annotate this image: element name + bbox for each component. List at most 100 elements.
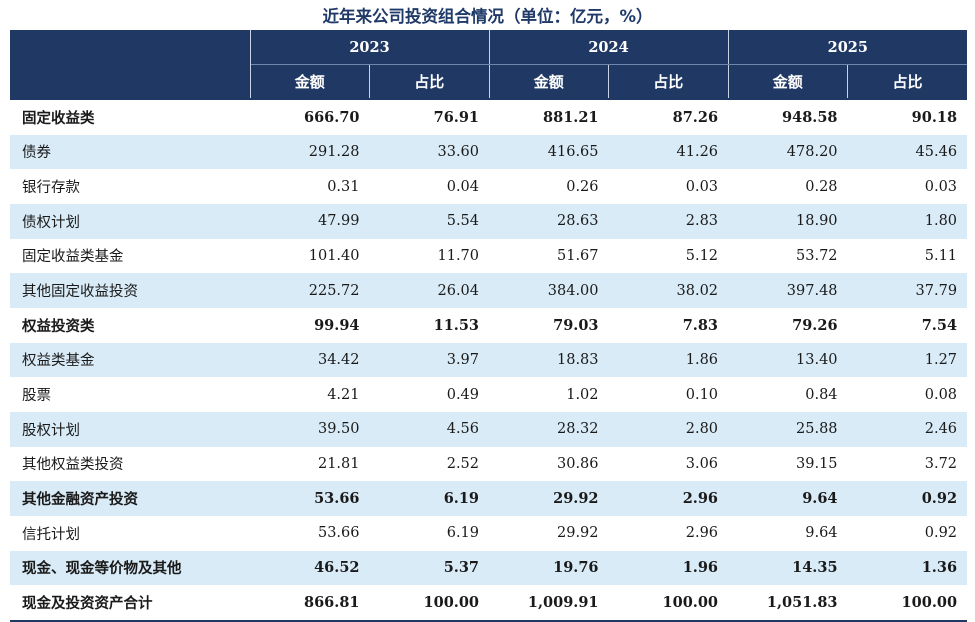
table-row: 现金及投资资产合计 866.81 100.00 1,009.91 100.00 1,051… [10,585,968,622]
amount-header: 金额 [250,64,370,99]
ratio-cell: 41.26 [608,134,729,170]
amount-cell: 21.81 [317,455,360,472]
amount-cell: 18.83 [489,342,609,378]
ratio-cell: 100.00 [369,585,490,622]
table-body: 固定收益类 666.70 76.91 881.21 87.26 948.58 90.18 债券… [10,98,968,622]
row-label: 现金及投资资产合计 [10,585,250,622]
amount-cell: 397.48 [728,273,848,308]
amount-cell: 99.94 [314,316,360,334]
row-label: 信托计划 [22,526,80,543]
table-row: 其他权益类投资 21.81 2.52 30.86 3.06 39.15 3.72 [10,447,967,482]
row-label: 债券 [10,134,250,170]
ratio-cell: 100.00 [608,585,729,622]
amount-cell: 79.26 [792,316,838,334]
row-label: 固定收益类基金 [22,249,124,266]
table-row: 其他固定收益投资 225.72 26.04 384.00 38.02 397.48 37.7… [10,273,968,308]
ratio-cell: 5.11 [924,247,958,264]
amount-cell: 9.64 [805,525,838,542]
ratio-cell: 11.53 [433,316,480,334]
amount-cell: 384.00 [489,273,609,308]
ratio-cell: 26.04 [369,273,490,308]
amount-cell: 416.65 [489,134,609,170]
table-row: 其他金融资产投资 53.66 6.19 29.92 2.96 9.64 0.92 [10,481,968,516]
ratio-cell: 37.79 [847,273,968,308]
amount-cell: 18.90 [728,203,848,239]
amount-cell: 1,051.83 [728,585,848,622]
ratio-cell: 33.60 [369,134,490,170]
row-label: 其他固定收益投资 [10,273,250,308]
row-label: 银行存款 [22,180,80,197]
year-header-2023: 2023 [249,30,490,65]
table-row: 债券 291.28 33.60 416.65 41.26 478.20 45.46 [10,134,968,170]
amount-cell: 666.70 [250,98,370,135]
amount-cell: 39.50 [250,411,370,447]
amount-cell: 79.03 [553,316,599,334]
ratio-cell: 5.54 [369,203,490,239]
year-header-2024: 2024 [488,30,729,65]
ratio-cell: 0.49 [446,386,480,403]
amount-cell: 291.28 [250,134,370,170]
amount-header: 金额 [727,64,848,99]
amount-cell: 30.86 [557,455,599,472]
ratio-cell: 87.26 [608,98,729,135]
row-label: 现金、现金等价物及其他 [10,550,250,586]
amount-cell: 1.02 [566,386,599,403]
ratio-cell: 2.80 [608,411,729,447]
amount-cell: 29.92 [557,525,599,542]
amount-cell: 0.31 [327,178,360,195]
table-row: 信托计划 53.66 6.19 29.92 2.96 9.64 0.92 [10,516,967,551]
table-row: 固定收益类基金 101.40 11.70 51.67 5.12 53.72 5.11 [10,239,967,274]
ratio-cell: 1.96 [608,550,729,586]
ratio-cell: 2.83 [608,203,729,239]
amount-cell: 4.21 [327,386,360,403]
amount-cell: 225.72 [250,273,370,308]
table-row: 现金、现金等价物及其他 46.52 5.37 19.76 1.96 14.35 1.36 [10,550,968,586]
ratio-cell: 2.96 [608,481,729,516]
row-label: 债权计划 [10,203,250,239]
amount-cell: 0.28 [805,178,838,195]
amount-cell: 0.84 [805,386,838,403]
ratio-cell: 3.72 [924,455,958,472]
ratio-header: 占比 [369,64,490,99]
table-row: 债权计划 47.99 5.54 28.63 2.83 18.90 1.80 [10,203,968,239]
ratio-cell: 0.92 [847,481,968,516]
amount-cell: 34.42 [250,342,370,378]
ratio-cell: 11.70 [437,247,480,264]
ratio-cell: 5.37 [369,550,490,586]
amount-cell: 1,009.91 [489,585,609,622]
ratio-cell: 7.54 [921,316,958,334]
amount-cell: 101.40 [308,247,360,264]
amount-cell: 53.72 [796,247,838,264]
amount-cell: 28.63 [489,203,609,239]
ratio-cell: 2.52 [446,455,480,472]
table-row: 银行存款 0.31 0.04 0.26 0.03 0.28 0.03 [10,169,967,204]
ratio-cell: 4.56 [369,411,490,447]
ratio-cell: 100.00 [847,585,968,622]
ratio-cell: 1.36 [847,550,968,586]
amount-cell: 25.88 [728,411,848,447]
row-label: 其他金融资产投资 [10,481,250,516]
ratio-cell: 3.06 [685,455,719,472]
year-header-2025: 2025 [727,30,968,65]
row-label: 股票 [22,388,51,405]
ratio-cell: 2.96 [685,525,719,542]
amount-cell: 28.32 [489,411,609,447]
ratio-cell: 6.19 [369,481,490,516]
ratio-cell: 76.91 [369,98,490,135]
ratio-cell: 7.83 [682,316,719,334]
investment-portfolio-table: 2023 2024 2025 金额 占比 金额 占比 金额 占比 固定收益类 66… [10,30,968,622]
amount-cell: 478.20 [728,134,848,170]
amount-cell: 29.92 [489,481,609,516]
amount-cell: 39.15 [796,455,838,472]
table-row: 股票 4.21 0.49 1.02 0.10 0.84 0.08 [10,377,967,412]
ratio-cell: 38.02 [608,273,729,308]
ratio-cell: 1.86 [608,342,729,378]
amount-cell: 47.99 [250,203,370,239]
table-row: 固定收益类 666.70 76.91 881.21 87.26 948.58 90.18 [10,98,968,135]
amount-cell: 948.58 [728,98,848,135]
amount-cell: 9.64 [728,481,848,516]
ratio-cell: 5.12 [685,247,719,264]
amount-cell: 0.26 [566,178,599,195]
row-label: 权益类基金 [10,342,250,378]
row-label: 权益投资类 [22,318,95,335]
